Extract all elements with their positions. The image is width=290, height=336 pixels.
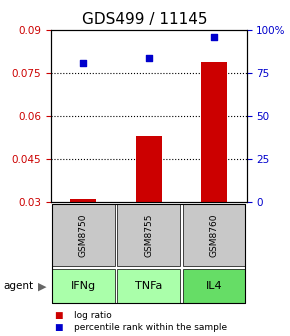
Text: GSM8750: GSM8750: [79, 213, 88, 257]
Point: [212, 34, 216, 40]
Text: ■: ■: [54, 311, 62, 320]
Text: percentile rank within the sample: percentile rank within the sample: [74, 323, 227, 332]
Text: IL4: IL4: [206, 282, 222, 291]
Text: GDS499 / 11145: GDS499 / 11145: [82, 12, 208, 27]
Text: TNFa: TNFa: [135, 282, 162, 291]
Bar: [201, 61, 227, 202]
Text: agent: agent: [3, 282, 33, 291]
Text: ■: ■: [54, 323, 62, 332]
Text: ▶: ▶: [38, 282, 46, 291]
Point: [81, 60, 86, 66]
Text: log ratio: log ratio: [74, 311, 112, 320]
Bar: [70, 199, 96, 202]
Point: [146, 55, 151, 60]
Text: IFNg: IFNg: [71, 282, 96, 291]
Text: GSM8755: GSM8755: [144, 213, 153, 257]
Bar: [135, 136, 162, 202]
Text: GSM8760: GSM8760: [209, 213, 218, 257]
